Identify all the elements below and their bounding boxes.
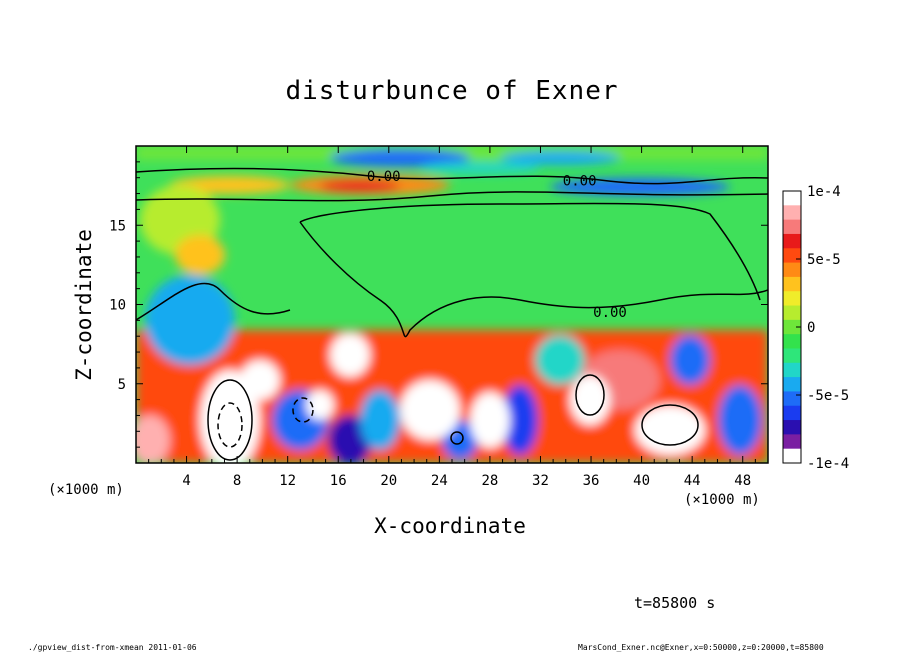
- colorbar-label: -1e-4: [807, 456, 849, 472]
- colorbar-swatch: [783, 348, 801, 364]
- chart-title: disturbunce of Exner: [285, 76, 619, 106]
- contour-dashed-small: [292, 397, 314, 423]
- colorbar: 1e-4 5e-5 0 -5e-5 -1e-4: [782, 184, 849, 472]
- x-unit-label-left: (×1000 m): [48, 482, 124, 498]
- y-axis-ticks: 5 10 15: [109, 161, 768, 448]
- contour-label: 0.00: [593, 305, 627, 321]
- x-tick-label: 32: [532, 473, 549, 489]
- heatmap-field: [136, 146, 768, 463]
- x-axis-ticks: 4 8 12 16 20 24 28 32 36 40 44 48: [148, 146, 756, 489]
- colorbar-swatch: [783, 233, 801, 249]
- footer-data-source: MarsCond_Exner.nc@Exner,x=0:50000,z=0:20…: [578, 643, 824, 652]
- contour-line-upper-2: [136, 191, 768, 202]
- x-tick-label: 24: [431, 473, 448, 489]
- contour-ring-36: [575, 374, 605, 416]
- colorbar-swatch: [783, 305, 801, 321]
- colorbar-swatch: [783, 448, 801, 464]
- contour-line-zero-top: [299, 202, 761, 301]
- contour-ring-small: [450, 431, 464, 445]
- colorbar-label: 1e-4: [807, 184, 841, 200]
- colorbar-swatch: [783, 291, 801, 307]
- x-tick-label: 16: [330, 473, 347, 489]
- x-tick-label: 28: [481, 473, 498, 489]
- contour-labels: 0.00 0.00 0.00: [367, 169, 627, 321]
- colorbar-swatch: [783, 420, 801, 435]
- colorbar-swatch: [783, 377, 801, 392]
- x-tick-label: 48: [734, 473, 751, 489]
- x-tick-label: 44: [684, 473, 701, 489]
- colorbar-swatch: [783, 276, 801, 292]
- contour-vortex-outer: [207, 379, 253, 461]
- colorbar-swatch: [783, 434, 801, 450]
- contour-label: 0.00: [367, 169, 401, 185]
- x-tick-label: 8: [233, 473, 241, 489]
- colorbar-label: 0: [807, 320, 815, 336]
- colorbar-swatch: [783, 205, 801, 221]
- x-axis-label: X-coordinate: [374, 514, 526, 538]
- colorbar-swatch: [783, 319, 801, 335]
- x-unit-label-right: (×1000 m): [684, 492, 760, 508]
- colorbar-label: -5e-5: [807, 388, 849, 404]
- y-tick-label: 5: [118, 377, 126, 393]
- colorbar-swatch: [783, 248, 801, 264]
- contour-ring-42: [641, 404, 699, 446]
- colorbar-swatch: [783, 219, 801, 235]
- colorbar-swatch: [783, 362, 801, 378]
- x-tick-label: 40: [633, 473, 650, 489]
- x-tick-label: 20: [380, 473, 397, 489]
- contour-vortex-inner: [217, 402, 243, 448]
- time-annotation: t=85800 s: [634, 594, 716, 612]
- y-tick-label: 15: [109, 218, 126, 234]
- contour-line-upper: [136, 167, 768, 185]
- contour-label: 0.00: [563, 174, 597, 190]
- colorbar-label: 5e-5: [807, 252, 841, 268]
- x-tick-label: 36: [583, 473, 600, 489]
- contour-lines: [136, 167, 768, 461]
- contour-line-left: [136, 282, 291, 321]
- colorbar-swatch: [783, 391, 801, 407]
- x-tick-label: 12: [279, 473, 296, 489]
- contour-line-zero-mid: [299, 221, 768, 338]
- y-tick-label: 10: [109, 298, 126, 314]
- colorbar-swatch: [783, 405, 801, 421]
- colorbar-swatch: [783, 334, 801, 349]
- colorbar-swatch: [783, 191, 801, 206]
- colorbar-swatch: [783, 262, 801, 278]
- footer-script-info: ./gpview_dist-from-xmean 2011-01-06: [28, 643, 197, 652]
- x-tick-label: 4: [182, 473, 190, 489]
